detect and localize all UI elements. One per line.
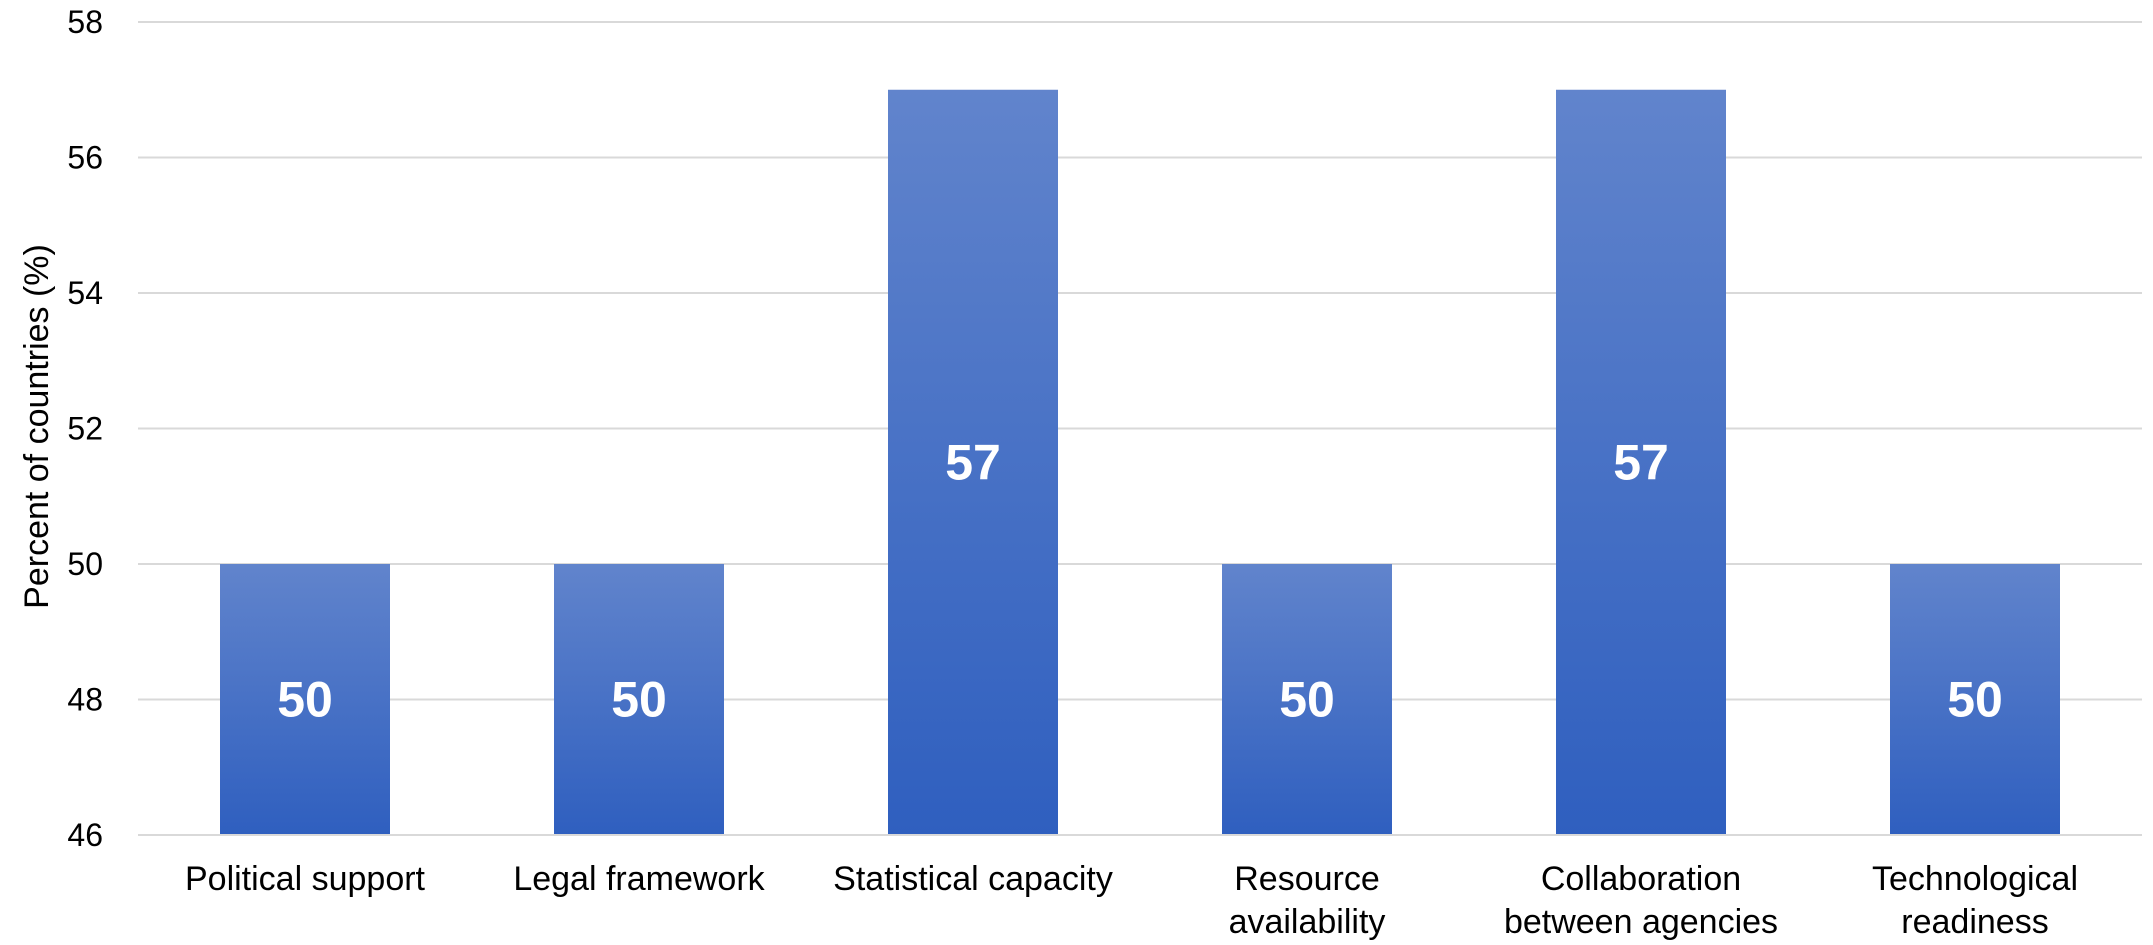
x-tick-label: Legal framework [513, 860, 765, 898]
data-label: 50 [277, 672, 333, 728]
y-tick-label: 48 [67, 682, 103, 718]
bar [1556, 89, 1726, 835]
y-axis-title-group: Percent of countries (%) [18, 244, 56, 609]
x-axis-labels: Political support Legal framework Statisti… [185, 860, 2078, 941]
y-tick-label: 52 [67, 411, 103, 447]
x-tick-label: Resource availability [1229, 860, 1386, 940]
x-tick-label: Statistical capacity [833, 860, 1113, 898]
x-tick-label: Political support [185, 860, 426, 898]
data-label: 57 [1613, 434, 1669, 490]
y-tick-label: 46 [67, 817, 103, 853]
data-label: 57 [945, 434, 1001, 490]
bars: 50 50 57 50 57 50 [220, 89, 2060, 835]
y-tick-label: 58 [67, 4, 103, 40]
bar [220, 564, 390, 835]
x-tick-label: Technological readiness [1872, 860, 2078, 940]
y-tick-label: 50 [67, 546, 103, 582]
x-tick-label: Collaboration between agencies [1504, 860, 1778, 940]
bar [554, 564, 724, 835]
bar [1222, 564, 1392, 835]
data-label: 50 [1279, 672, 1335, 728]
data-label: 50 [1947, 672, 2003, 728]
y-tick-label: 56 [67, 140, 103, 176]
y-tick-label: 54 [67, 275, 103, 311]
y-axis-title: Percent of countries (%) [18, 244, 56, 609]
bar [1890, 564, 2060, 835]
data-label: 50 [611, 672, 667, 728]
bar [888, 89, 1058, 835]
y-axis-ticks: 46 48 50 52 54 56 58 [67, 4, 103, 853]
gridlines [138, 21, 2142, 701]
